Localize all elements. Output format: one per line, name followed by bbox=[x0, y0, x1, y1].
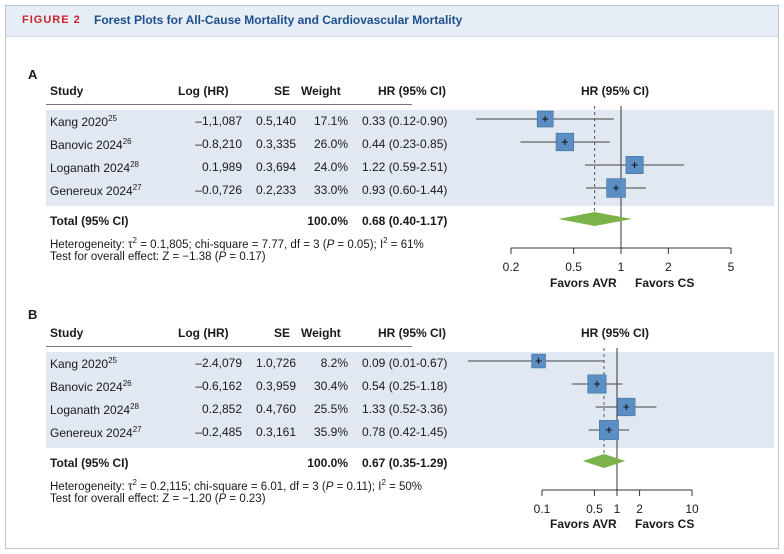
pooled-diamond bbox=[558, 212, 632, 226]
col-header-se: SE bbox=[274, 84, 291, 98]
se-value: 0.3,694 bbox=[255, 160, 296, 174]
pooled-diamond bbox=[582, 454, 626, 468]
overall-effect-text: Test for overall effect: Z = −1.38 (P = … bbox=[50, 251, 266, 263]
hr-value: 1.22 (0.59-2.51) bbox=[362, 160, 448, 174]
hr-value: 1.33 (0.52-3.36) bbox=[362, 402, 448, 416]
col-header-hr: HR (95% CI) bbox=[378, 84, 447, 98]
se-value: 0.2,233 bbox=[255, 183, 296, 197]
study-name: Loganath 202428 bbox=[50, 160, 139, 175]
hr-value: 0.09 (0.01-0.67) bbox=[362, 356, 448, 370]
study-rows-band bbox=[46, 110, 774, 206]
loghr-value: 0.2,852 bbox=[201, 402, 242, 416]
se-value: 0.3,335 bbox=[255, 137, 296, 151]
x-tick-label: 2 bbox=[636, 502, 643, 516]
x-tick-label: 0.5 bbox=[565, 260, 582, 274]
weight-value: 17.1% bbox=[313, 114, 348, 128]
total-hr: 0.67 (0.35-1.29) bbox=[362, 456, 448, 470]
figure-frame: FIGURE 2 Forest Plots for All-Cause Mort… bbox=[5, 5, 779, 549]
study-name: Kang 202025 bbox=[50, 114, 117, 129]
forest-plot-b: 0.1 0.5 1 2 10 bbox=[468, 348, 699, 516]
weight-value: 35.9% bbox=[313, 425, 348, 439]
loghr-value: 0.1,989 bbox=[201, 160, 242, 174]
col-header-loghr: Log (HR) bbox=[178, 326, 229, 340]
total-weight: 100.0% bbox=[307, 456, 348, 470]
study-name: Kang 202025 bbox=[50, 356, 117, 371]
header-rule bbox=[46, 346, 412, 347]
hr-value: 0.54 (0.25-1.18) bbox=[362, 379, 448, 393]
loghr-value: –0.2,485 bbox=[195, 425, 242, 439]
col-header-plot: HR (95% CI) bbox=[581, 326, 650, 340]
forest-plot-a: 0.2 0.5 1 2 5 bbox=[476, 106, 735, 274]
panel-label: B bbox=[28, 307, 38, 322]
study-name: Genereux 202427 bbox=[50, 425, 142, 440]
col-header-se: SE bbox=[274, 326, 291, 340]
loghr-value: –0.0,726 bbox=[195, 183, 242, 197]
x-tick-label: 0.1 bbox=[534, 502, 551, 516]
weight-value: 8.2% bbox=[320, 356, 348, 370]
weight-value: 25.5% bbox=[313, 402, 348, 416]
se-value: 0.5,140 bbox=[255, 114, 296, 128]
figure-number: FIGURE 2 bbox=[22, 14, 81, 26]
total-hr: 0.68 (0.40-1.17) bbox=[362, 214, 448, 228]
weight-value: 24.0% bbox=[313, 160, 348, 174]
hr-value: 0.44 (0.23-0.85) bbox=[362, 137, 448, 151]
hr-value: 0.93 (0.60-1.44) bbox=[362, 183, 448, 197]
x-tick-label: 0.5 bbox=[586, 502, 603, 516]
study-name: Genereux 202427 bbox=[50, 183, 142, 198]
total-label: Total (95% CI) bbox=[50, 214, 129, 228]
study-name: Banovic 202426 bbox=[50, 379, 132, 394]
x-tick-label: 1 bbox=[614, 502, 621, 516]
favors-left-label: Favors AVR bbox=[550, 276, 617, 290]
hr-value: 0.33 (0.12-0.90) bbox=[362, 114, 448, 128]
heterogeneity-text: Heterogeneity: τ2 = 0.1,805; chi-square … bbox=[50, 236, 424, 251]
col-header-plot: HR (95% CI) bbox=[581, 84, 650, 98]
se-value: 0.4,760 bbox=[255, 402, 296, 416]
favors-right-label: Favors CS bbox=[635, 276, 695, 290]
se-value: 0.3,959 bbox=[255, 379, 296, 393]
heterogeneity-text: Heterogeneity: τ2 = 0.2,115; chi-square … bbox=[50, 478, 423, 493]
x-tick-label: 5 bbox=[728, 260, 735, 274]
col-header-study: Study bbox=[50, 326, 84, 340]
hr-value: 0.78 (0.42-1.45) bbox=[362, 425, 448, 439]
study-name: Loganath 202428 bbox=[50, 402, 139, 417]
col-header-weight: Weight bbox=[301, 326, 341, 340]
total-label: Total (95% CI) bbox=[50, 456, 129, 470]
col-header-weight: Weight bbox=[301, 84, 341, 98]
favors-right-label: Favors CS bbox=[635, 517, 695, 531]
col-header-hr: HR (95% CI) bbox=[378, 326, 447, 340]
study-name: Banovic 202426 bbox=[50, 137, 132, 152]
weight-value: 30.4% bbox=[313, 379, 348, 393]
col-header-study: Study bbox=[50, 84, 84, 98]
loghr-value: –2.4,079 bbox=[195, 356, 242, 370]
loghr-value: –0.6,162 bbox=[195, 379, 242, 393]
x-tick-label: 0.2 bbox=[503, 260, 520, 274]
total-weight: 100.0% bbox=[307, 214, 348, 228]
weight-value: 26.0% bbox=[313, 137, 348, 151]
se-value: 0.3,161 bbox=[255, 425, 296, 439]
figure-header: FIGURE 2 Forest Plots for All-Cause Mort… bbox=[6, 6, 778, 37]
x-tick-label: 10 bbox=[685, 502, 699, 516]
col-header-loghr: Log (HR) bbox=[178, 84, 229, 98]
se-value: 1.0,726 bbox=[255, 356, 296, 370]
overall-effect-text: Test for overall effect: Z = −1.20 (P = … bbox=[50, 493, 266, 505]
loghr-value: –0.8,210 bbox=[195, 137, 242, 151]
header-rule bbox=[46, 104, 412, 105]
panel-label: A bbox=[28, 67, 38, 82]
loghr-value: –1,1,087 bbox=[195, 114, 242, 128]
x-tick-label: 2 bbox=[665, 260, 672, 274]
study-rows-band bbox=[46, 352, 774, 448]
favors-left-label: Favors AVR bbox=[550, 517, 617, 531]
x-tick-label: 1 bbox=[618, 260, 625, 274]
weight-value: 33.0% bbox=[313, 183, 348, 197]
figure-title: Forest Plots for All-Cause Mortality and… bbox=[94, 13, 463, 27]
